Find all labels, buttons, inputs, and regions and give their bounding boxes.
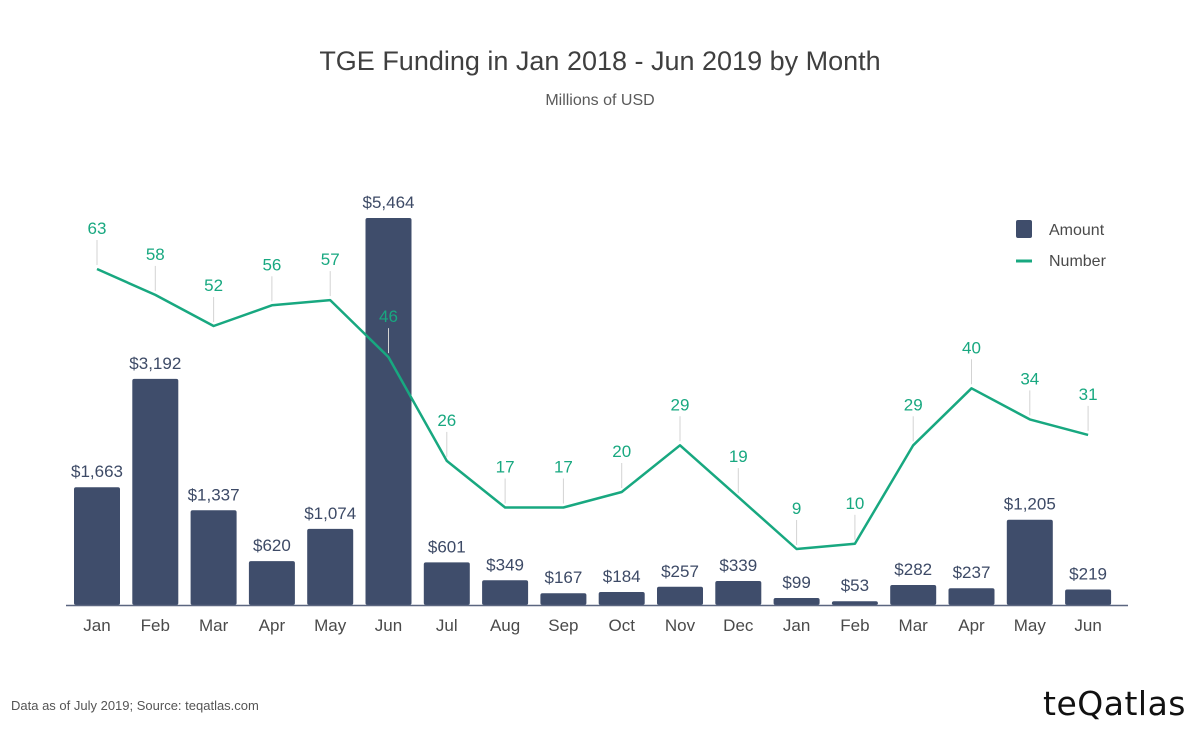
x-tick-label: Mar: [199, 616, 229, 635]
bar-value-label: $53: [841, 576, 869, 595]
bar-value-label: $99: [782, 573, 810, 592]
bar-amount: [598, 592, 645, 605]
x-tick-label: May: [1014, 616, 1047, 635]
number-value-label: 29: [671, 395, 690, 414]
bar-amount: [948, 588, 995, 605]
bar-value-label: $601: [428, 537, 466, 556]
x-tick-label: Feb: [840, 616, 869, 635]
number-value-label: 34: [1020, 369, 1039, 388]
bar-amount: [132, 378, 179, 605]
chart-legend: Amount Number: [1016, 220, 1107, 270]
bar-amount: [657, 586, 703, 605]
x-tick-label: Sep: [548, 616, 578, 635]
bar-value-label: $219: [1069, 565, 1107, 584]
number-value-label: 10: [845, 494, 864, 513]
bar-value-label: $282: [894, 560, 932, 579]
bar-value-label: $167: [544, 568, 582, 587]
number-value-label: 31: [1079, 385, 1098, 404]
legend-label-number: Number: [1049, 253, 1107, 270]
number-series-line: [96, 267, 1089, 551]
chart-subtitle: Millions of USD: [545, 92, 655, 109]
x-tick-label: Apr: [958, 616, 985, 635]
x-tick-label: Mar: [899, 616, 929, 635]
x-tick-label: Aug: [490, 616, 520, 635]
bar-amount: [715, 581, 762, 605]
bar-value-label: $5,464: [363, 193, 415, 212]
bar-value-label: $3,192: [129, 354, 181, 373]
x-tick-label: Dec: [723, 616, 754, 635]
bar-value-label: $1,074: [304, 504, 356, 523]
bar-value-label: $237: [953, 563, 991, 582]
number-value-label: 58: [146, 245, 165, 264]
bar-value-label: $1,663: [71, 462, 123, 481]
bar-amount: [365, 218, 412, 605]
bar-value-label: $349: [486, 555, 524, 574]
legend-label-amount: Amount: [1049, 222, 1105, 239]
number-value-label: 19: [729, 447, 748, 466]
chart-title: TGE Funding in Jan 2018 - Jun 2019 by Mo…: [319, 46, 881, 76]
bar-amount: [890, 585, 937, 605]
x-tick-label: Jan: [783, 616, 810, 635]
x-tick-label: Jun: [1074, 616, 1101, 635]
x-tick-label: Feb: [141, 616, 170, 635]
x-tick-label: Jul: [436, 616, 458, 635]
brand-logo: teQatlas: [1043, 684, 1186, 723]
x-tick-label: Nov: [665, 616, 696, 635]
x-tick-label: Jun: [375, 616, 402, 635]
number-value-label: 57: [321, 250, 340, 269]
bar-value-label: $1,337: [188, 485, 240, 504]
number-value-label: 17: [554, 458, 573, 477]
bar-amount: [307, 528, 354, 605]
number-value-label: 56: [262, 255, 281, 274]
bar-value-label: $620: [253, 536, 291, 555]
bar-value-label: $257: [661, 562, 699, 581]
number-value-label: 26: [437, 411, 456, 430]
legend-swatch-amount: [1016, 220, 1032, 238]
bar-amount: [482, 580, 529, 605]
bar-amount: [74, 487, 120, 605]
source-note: Data as of July 2019; Source: teqatlas.c…: [11, 698, 259, 713]
bar-amount: [1006, 519, 1053, 605]
x-tick-label: May: [314, 616, 347, 635]
bar-amount: [540, 593, 587, 605]
x-tick-label: Jan: [83, 616, 110, 635]
bar-amount: [1065, 589, 1112, 605]
bar-value-label: $339: [719, 556, 757, 575]
number-value-label: 17: [496, 458, 515, 477]
bar-amount: [773, 598, 820, 605]
bar-value-label: $184: [603, 567, 641, 586]
x-tick-label: Apr: [259, 616, 286, 635]
number-value-label: 9: [792, 499, 801, 518]
number-value-label: 63: [88, 219, 107, 238]
bar-value-label: $1,205: [1004, 495, 1056, 514]
number-value-label: 40: [962, 338, 981, 357]
bar-amount: [248, 561, 295, 605]
number-value-label: 20: [612, 442, 631, 461]
number-value-label: 46: [379, 307, 398, 326]
number-value-label: 29: [904, 395, 923, 414]
bar-amount: [831, 601, 878, 605]
bar-amount: [423, 562, 470, 605]
number-value-label: 52: [204, 276, 223, 295]
bar-amount: [190, 510, 237, 605]
x-tick-label: Oct: [608, 616, 635, 635]
